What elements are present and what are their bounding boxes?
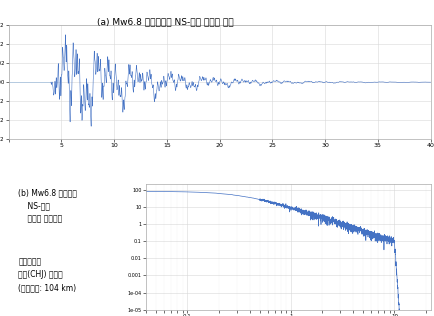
NS_simulated xyxy=(89,125,94,128)
NS_simulated xyxy=(48,80,53,84)
NS_simulated xyxy=(227,83,233,87)
NS_simulated xyxy=(427,80,432,84)
Text: 오대산지진
충주(CHJ) 관측소
(진악거리: 104 km): 오대산지진 충주(CHJ) 관측소 (진악거리: 104 km) xyxy=(18,257,76,293)
Line: NS_simulated: NS_simulated xyxy=(51,35,430,126)
NS_simulated xyxy=(177,79,182,82)
NS_simulated xyxy=(407,80,412,84)
NS_simulated xyxy=(325,81,330,84)
NS_simulated xyxy=(63,33,68,37)
Text: (a) Mw6.8 모사지진파 NS-성분 가속도 파형: (a) Mw6.8 모사지진파 NS-성분 가속도 파형 xyxy=(97,17,233,26)
Text: (b) Mw6.8 모사지진
    NS-성분
    가속도 스펙트럼: (b) Mw6.8 모사지진 NS-성분 가속도 스펙트럼 xyxy=(18,188,77,224)
NS_simulated xyxy=(411,80,416,84)
NS_simulated xyxy=(336,80,341,84)
